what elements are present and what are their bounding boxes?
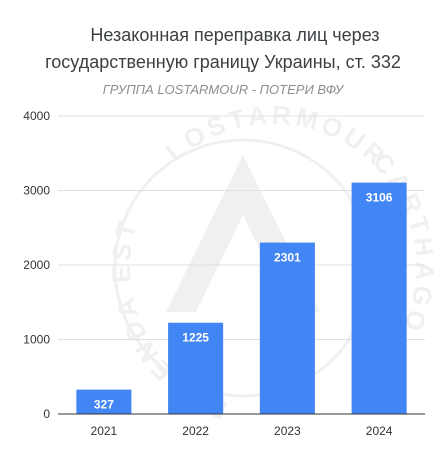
watermark-text-top: LOSTARMOUR [160, 100, 390, 174]
watermark-ring-text: LOSTARMOUR [160, 100, 394, 174]
bar-2022 [168, 322, 224, 414]
bars [76, 182, 407, 414]
x-tick-label: 2021 [91, 424, 118, 438]
y-axis-ticks: 0 1000 2000 3000 4000 [23, 109, 50, 421]
y-tick-label: 2000 [23, 258, 50, 272]
bar-2021 [76, 389, 132, 414]
bar-2024 [351, 182, 407, 414]
y-tick-label: 4000 [23, 109, 50, 123]
chart-title-line-1: Незаконная переправка лиц через [90, 25, 379, 45]
x-tick-label: 2023 [274, 424, 301, 438]
x-tick-label: 2022 [182, 424, 209, 438]
bar-value-label: 327 [94, 398, 114, 412]
y-tick-label: 0 [43, 407, 50, 421]
bar-value-label: 2301 [274, 251, 301, 265]
bar-2023 [259, 242, 315, 414]
y-tick-label: 1000 [23, 333, 50, 347]
chart-subtitle: ГРУППА LOSTARMOUR - ПОТЕРИ ВФУ [103, 82, 345, 97]
bar-value-label: 3106 [366, 191, 393, 205]
bar-data-labels: 327 1225 2301 3106 [94, 191, 393, 412]
x-tick-label: 2024 [366, 424, 393, 438]
x-axis-ticks: 2021 2022 2023 2024 [91, 424, 393, 438]
chart-title-line-2: государственную границу Украины, ст. 332 [45, 52, 401, 72]
y-tick-label: 3000 [23, 184, 50, 198]
bar-value-label: 1225 [182, 331, 209, 345]
